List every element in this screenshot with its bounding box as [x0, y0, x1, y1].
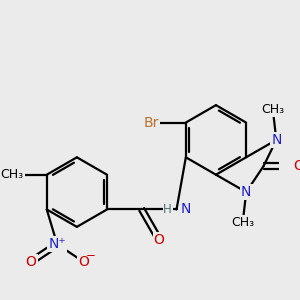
Text: O: O: [26, 255, 37, 268]
Text: N: N: [181, 202, 191, 217]
Text: CH₃: CH₃: [0, 168, 23, 181]
Text: −: −: [86, 249, 95, 262]
Text: CH₃: CH₃: [261, 103, 284, 116]
Text: CH₃: CH₃: [231, 216, 254, 229]
Text: N⁺: N⁺: [48, 237, 66, 251]
Text: Br: Br: [143, 116, 159, 130]
Text: H: H: [163, 203, 172, 216]
Text: O: O: [78, 255, 89, 268]
Text: N: N: [271, 133, 281, 147]
Text: N: N: [241, 185, 251, 199]
Text: O: O: [154, 233, 165, 247]
Text: O: O: [293, 159, 300, 173]
